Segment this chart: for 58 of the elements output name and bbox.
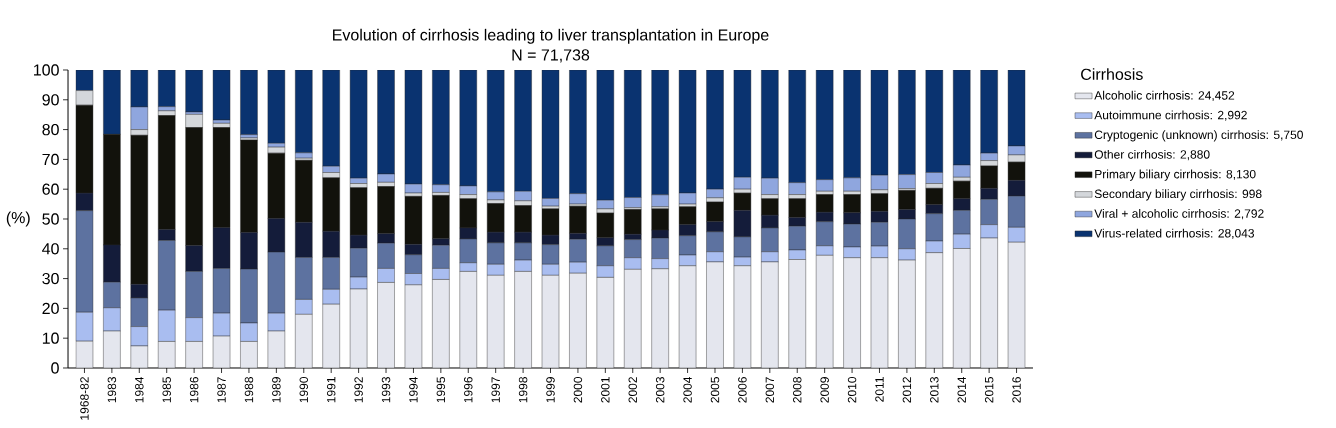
x-tick-label: 2016 bbox=[1012, 377, 1021, 403]
legend-title: Cirrhosis bbox=[1081, 68, 1143, 80]
y-tick-label: 100 bbox=[34, 64, 59, 76]
x-tick-label: 1988 bbox=[244, 377, 254, 403]
chart-subtitle: N = 71,738 bbox=[512, 49, 590, 63]
x-tick-label: 2008 bbox=[792, 377, 802, 403]
y-tick-label: 90 bbox=[42, 94, 59, 106]
x-tick-label: 1992 bbox=[354, 377, 363, 403]
y-axis-title: (%) bbox=[6, 211, 30, 227]
x-tick-label: 2000 bbox=[573, 376, 583, 403]
x-tick-label: 1990 bbox=[299, 376, 309, 403]
y-tick-label: 80 bbox=[42, 123, 59, 136]
legend-label: Autoimmune cirrhosis: 2,992 bbox=[1094, 110, 1247, 121]
x-tick-label: 1999 bbox=[546, 377, 555, 403]
y-tick-label: 0 bbox=[51, 362, 59, 374]
x-tick-label: 1997 bbox=[491, 377, 500, 403]
x-tick-label: 2004 bbox=[683, 376, 692, 403]
x-tick-label: 1995 bbox=[436, 377, 446, 403]
x-tick-label: 2015 bbox=[984, 377, 994, 403]
legend-label: Primary biliary cirrhosis: 8,130 bbox=[1095, 169, 1256, 181]
x-tick-label: 2012 bbox=[902, 377, 912, 403]
x-tick-label: 1991 bbox=[326, 377, 336, 403]
x-tick-label: 1968-82 bbox=[80, 377, 89, 420]
x-tick-label: 1989 bbox=[272, 377, 281, 403]
x-tick-label: 2013 bbox=[930, 377, 939, 403]
y-tick-label: 70 bbox=[42, 153, 59, 166]
legend-label: Cryptogenic (unknown) cirrhosis: 5,750 bbox=[1094, 130, 1303, 142]
chart-title: Evolution of cirrhosis leading to liver transplantation in Europe bbox=[333, 28, 769, 44]
y-tick-label: 10 bbox=[42, 332, 59, 344]
x-tick-label: 1996 bbox=[464, 377, 473, 403]
legend-label: Other cirrhosis: 2,880 bbox=[1094, 149, 1210, 161]
x-tick-label: 1984 bbox=[135, 376, 144, 403]
x-tick-label: 1987 bbox=[217, 377, 226, 403]
x-tick-label: 1993 bbox=[381, 377, 391, 403]
x-tick-label: 2003 bbox=[655, 377, 665, 403]
y-tick-label: 20 bbox=[42, 302, 59, 315]
x-tick-label: 2001 bbox=[601, 377, 610, 403]
y-tick-label: 50 bbox=[42, 213, 59, 225]
x-tick-label: 2011 bbox=[875, 377, 884, 402]
x-tick-label: 2007 bbox=[765, 377, 775, 403]
legend-label: Virus-related cirrhosis: 28,043 bbox=[1094, 228, 1254, 239]
x-tick-label: 2006 bbox=[738, 377, 747, 403]
x-tick-label: 1985 bbox=[162, 377, 171, 403]
y-tick-label: 60 bbox=[42, 183, 59, 195]
legend-label: Viral + alcoholic cirrhosis: 2,792 bbox=[1094, 209, 1264, 220]
x-tick-label: 2010 bbox=[847, 376, 857, 403]
y-tick-label: 30 bbox=[42, 272, 59, 285]
y-tick-label: 40 bbox=[42, 243, 59, 255]
x-tick-label: 2005 bbox=[710, 377, 720, 403]
x-tick-label: 1983 bbox=[107, 377, 117, 403]
legend-label: Alcoholic cirrhosis: 24,452 bbox=[1094, 90, 1235, 102]
x-tick-label: 2009 bbox=[820, 377, 829, 403]
legend-label: Secondary biliary cirrhosis: 998 bbox=[1094, 189, 1262, 201]
x-tick-label: 1986 bbox=[189, 377, 199, 403]
x-tick-label: 2002 bbox=[628, 377, 637, 403]
x-tick-label: 2014 bbox=[957, 376, 966, 403]
x-tick-label: 1994 bbox=[409, 376, 418, 403]
x-tick-label: 1998 bbox=[518, 377, 528, 403]
